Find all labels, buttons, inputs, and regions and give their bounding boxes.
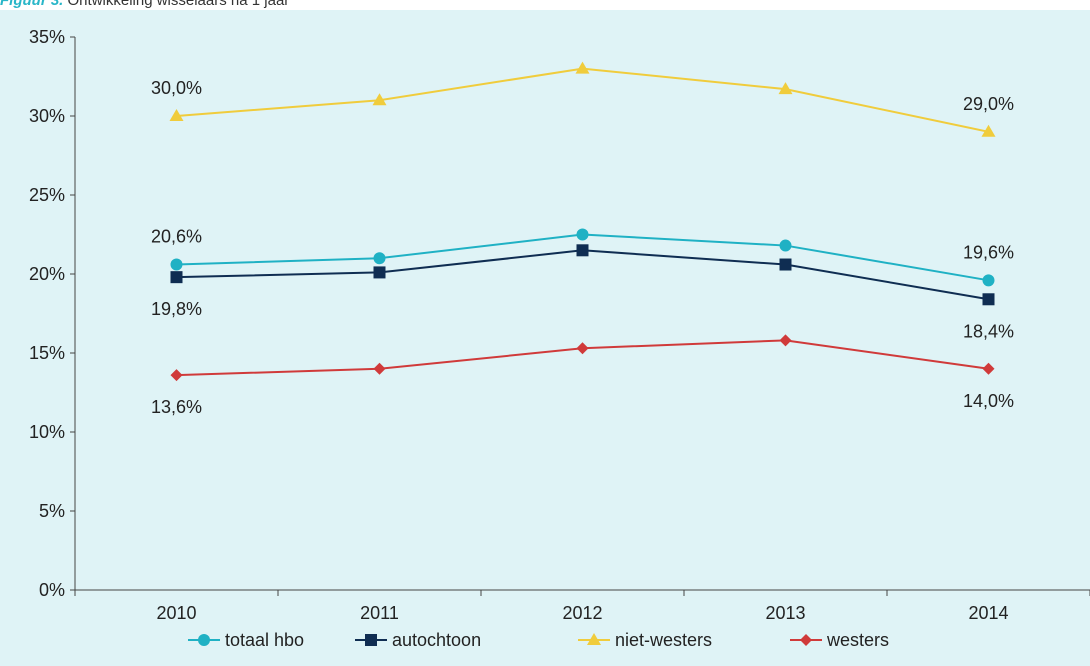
data-point-westers xyxy=(982,362,995,375)
series-layer xyxy=(169,61,996,382)
data-point-totaal-hbo xyxy=(779,239,792,252)
legend-marker xyxy=(365,634,377,646)
data-label: 18,4% xyxy=(963,321,1014,341)
legend-item-niet-westers: niet-westers xyxy=(578,630,712,650)
data-point-niet-westers xyxy=(778,82,793,95)
data-point-totaal-hbo xyxy=(982,274,995,287)
data-point-totaal-hbo xyxy=(373,252,386,265)
legend-marker xyxy=(198,634,210,646)
legend: totaal hbo autochtoon niet-westers westers xyxy=(188,630,889,650)
data-point-westers xyxy=(576,342,589,355)
figure-number: Figuur 3. xyxy=(0,0,64,9)
legend-label: niet-westers xyxy=(615,630,712,650)
legend-label: totaal hbo xyxy=(225,630,304,650)
x-tick-label: 2013 xyxy=(765,603,805,623)
line-chart: 0% 5% 10% 15% 20% 25% 30% 35% 2010 2011 2012 2013 20… xyxy=(0,10,1090,666)
chart-background xyxy=(0,10,1090,666)
data-point-westers xyxy=(779,334,792,347)
axes: 0% 5% 10% 15% 20% 25% 30% 35% 2010 2011 2012 2013 20… xyxy=(29,27,1090,623)
legend-label: autochtoon xyxy=(392,630,481,650)
data-label: 29,0% xyxy=(963,94,1014,114)
series-autochtoon xyxy=(170,244,995,306)
data-point-niet-westers xyxy=(372,93,387,106)
data-point-autochtoon xyxy=(373,266,386,279)
data-point-westers xyxy=(170,369,183,382)
legend-item-westers: westers xyxy=(790,630,889,650)
data-point-niet-westers xyxy=(169,109,184,121)
data-point-niet-westers xyxy=(575,61,590,74)
data-labels: 30,0% 29,0% 20,6% 19,6% 19,8% 18,4% 13,6% 14,0% xyxy=(151,78,1014,417)
series-totaal-hbo xyxy=(170,228,995,287)
y-tick-label: 30% xyxy=(29,106,65,126)
y-tick-label: 5% xyxy=(39,501,65,521)
x-tick-label: 2012 xyxy=(562,603,602,623)
legend-label: westers xyxy=(826,630,889,650)
data-point-autochtoon xyxy=(576,244,589,257)
data-point-autochtoon xyxy=(779,258,792,271)
data-label: 30,0% xyxy=(151,78,202,98)
y-tick-label: 20% xyxy=(29,264,65,284)
data-label: 20,6% xyxy=(151,227,202,247)
legend-marker xyxy=(800,634,812,646)
data-point-autochtoon xyxy=(170,271,183,284)
y-tick-label: 35% xyxy=(29,27,65,47)
series-westers xyxy=(170,334,995,382)
data-point-niet-westers xyxy=(981,124,996,137)
data-point-totaal-hbo xyxy=(576,228,589,241)
legend-item-autochtoon: autochtoon xyxy=(355,630,481,650)
x-tick-label: 2010 xyxy=(156,603,196,623)
data-label: 19,6% xyxy=(963,242,1014,262)
y-tick-label: 0% xyxy=(39,580,65,600)
y-tick-label: 15% xyxy=(29,343,65,363)
data-label: 14,0% xyxy=(963,391,1014,411)
x-tick-label: 2011 xyxy=(360,603,399,623)
y-tick-label: 10% xyxy=(29,422,65,442)
data-point-westers xyxy=(373,362,386,375)
data-label: 19,8% xyxy=(151,299,202,319)
data-point-autochtoon xyxy=(982,293,995,306)
y-tick-label: 25% xyxy=(29,185,65,205)
series-niet-westers xyxy=(169,61,996,137)
legend-marker xyxy=(587,633,601,645)
figure-title: Ontwikkeling wisselaars na 1 jaar xyxy=(67,0,290,9)
x-tick-label: 2014 xyxy=(968,603,1008,623)
data-label: 13,6% xyxy=(151,397,202,417)
figure-caption: Figuur 3. Ontwikkeling wisselaars na 1 j… xyxy=(0,0,1090,10)
legend-item-totaal-hbo: totaal hbo xyxy=(188,630,304,650)
data-point-totaal-hbo xyxy=(170,258,183,271)
